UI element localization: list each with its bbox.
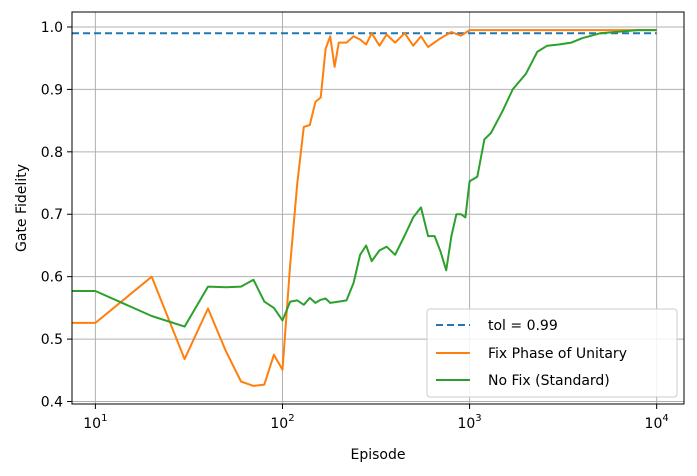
x-tick-label: 102 (270, 413, 294, 432)
x-axis-title: Episode (351, 447, 406, 463)
legend-label-fix-phase: Fix Phase of Unitary (488, 346, 627, 362)
legend-label-no-fix: No Fix (Standard) (488, 373, 610, 389)
y-tick-label: 0.5 (41, 332, 63, 348)
legend-frame (426, 308, 678, 398)
y-tick-label: 0.6 (41, 270, 63, 286)
y-tick-label: 0.4 (41, 395, 63, 411)
x-tick-label: 101 (83, 413, 107, 432)
y-tick-label: 0.7 (41, 207, 63, 223)
y-tick-label: 1.0 (41, 20, 63, 36)
plot-frame (71, 11, 685, 405)
x-tick-label: 103 (457, 413, 481, 432)
legend: tol = 0.99 Fix Phase of Unitary No Fix (… (426, 308, 678, 398)
x-tick-label: 104 (645, 413, 669, 432)
series-lines (72, 29, 657, 387)
legend-label-tol: tol = 0.99 (488, 318, 558, 334)
y-axis-title: Gate Fidelity (14, 164, 30, 252)
grid-lines (72, 12, 684, 404)
y-tick-label: 0.8 (41, 145, 63, 161)
y-tick-label: 0.9 (41, 82, 63, 98)
series-no-fix-line (72, 29, 657, 328)
axis-ticks: 101 102 103 104 0.4 0.5 0.6 0.7 0.8 0.9 1.0 (41, 20, 669, 432)
series-fix-phase-line (72, 29, 657, 387)
